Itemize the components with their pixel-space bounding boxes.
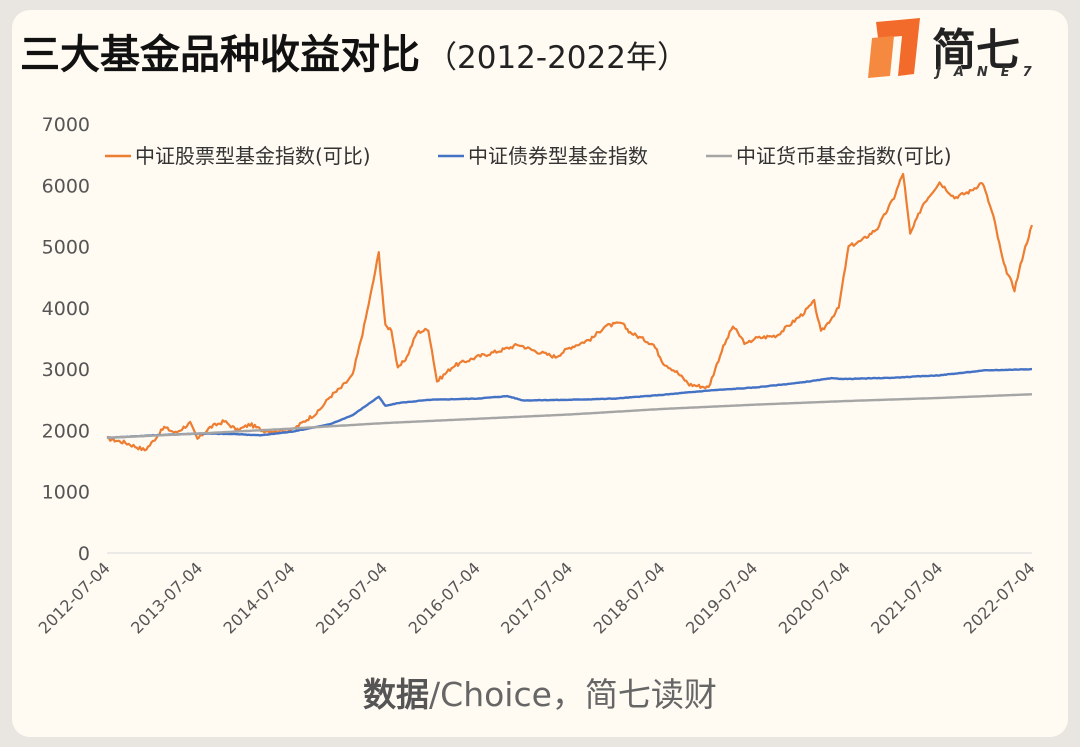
series-line-1 — [106, 172, 1034, 452]
x-tick-label: 2022-07-04 — [960, 558, 1039, 637]
y-tick-label: 2000 — [42, 420, 90, 442]
x-tick-label: 2012-07-04 — [35, 558, 114, 637]
page-title: 三大基金品种收益对比 （2012-2022年） — [20, 22, 688, 80]
source-rest: /Choice，简七读财 — [429, 675, 717, 714]
logo-mark-icon — [868, 18, 920, 78]
source-note: 数据/Choice，简七读财 — [0, 668, 1080, 716]
y-tick-label: 7000 — [42, 114, 90, 136]
title-subtitle: （2012-2022年） — [426, 40, 688, 76]
x-tick-label: 2017-07-04 — [497, 558, 576, 637]
y-tick-label: 3000 — [42, 359, 90, 381]
x-tick-label: 2021-07-04 — [867, 558, 946, 637]
title-main: 三大基金品种收益对比 — [20, 32, 420, 78]
legend-label-2: 中证债券型基金指数 — [468, 144, 648, 168]
x-tick-label: 2020-07-04 — [775, 558, 854, 637]
legend-label-1: 中证股票型基金指数(可比) — [135, 144, 371, 168]
x-tick-label: 2015-07-04 — [312, 558, 391, 637]
series-line-2 — [106, 367, 1033, 440]
x-tick-label: 2016-07-04 — [405, 558, 484, 637]
x-tick-label: 2013-07-04 — [127, 558, 206, 637]
y-tick-label: 6000 — [42, 175, 90, 197]
logo-text: 简七 — [932, 25, 1020, 76]
x-tick-label: 2018-07-04 — [590, 558, 669, 637]
y-tick-label: 0 — [78, 543, 90, 565]
y-tick-label: 4000 — [42, 298, 90, 320]
y-tick-label: 5000 — [42, 237, 90, 259]
source-prefix: 数据 — [363, 675, 430, 714]
y-tick-label: 1000 — [42, 482, 90, 504]
series-line-3 — [106, 393, 1032, 439]
chart-card — [12, 10, 1068, 737]
logo-subtext: JANE7 — [936, 65, 1045, 80]
legend-label-3: 中证货币基金指数(可比) — [736, 144, 952, 168]
x-tick-label: 2014-07-04 — [220, 558, 299, 637]
x-tick-label: 2019-07-04 — [682, 558, 761, 637]
brand-logo: 简七 JANE7 — [868, 10, 1038, 85]
